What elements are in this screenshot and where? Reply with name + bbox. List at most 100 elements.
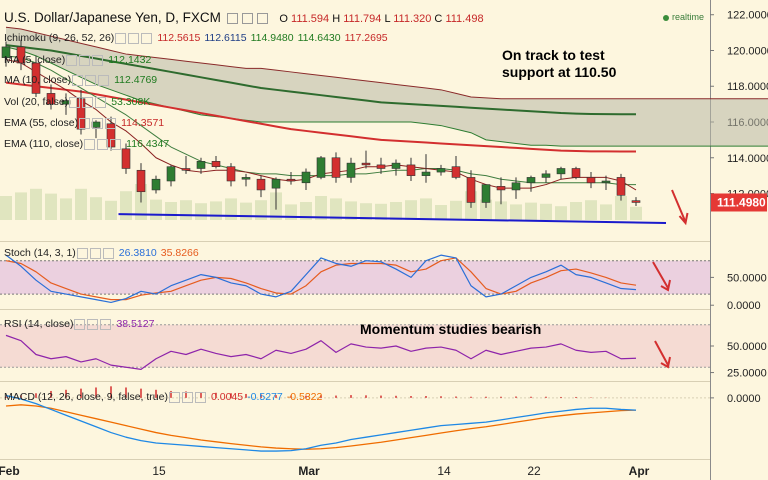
legend-toggle-icon[interactable] [79,117,91,129]
legend-toggle-icon[interactable] [95,96,107,108]
price-tick-label-1: 120.0000 [727,45,768,57]
candle-body [256,178,266,191]
ichimoku-span-a [5,46,768,147]
candle-body [301,171,311,184]
indicator-values: 0.0045 -0.5277 -0.5322 [210,391,323,403]
settings-icon[interactable] [241,12,253,24]
candle-body [451,166,461,178]
candle-body [16,46,26,64]
legend-toggle-icon[interactable] [84,138,96,150]
candle-body [466,177,476,203]
candle-body [1,46,11,58]
indicator-toggle-icon[interactable] [74,318,86,330]
legend-toggle-icon[interactable] [79,54,91,66]
volume-bar [15,192,27,220]
indicator-toggle-icon[interactable] [181,391,193,403]
volume-bar [90,197,102,220]
close-icon[interactable] [256,12,268,24]
x-axis-label-4: 22 [527,464,541,478]
rsi-line [5,334,637,370]
legend-label: EMA (110, close) [4,138,84,150]
volume-bar [525,202,537,220]
legend-row[interactable]: MA (5, close) 112.1432 [4,54,151,66]
legend-row[interactable]: Vol (20, false) 53.308K [4,96,150,108]
indicator-toggle-icon[interactable] [89,247,101,259]
volume-bar [300,202,312,220]
candle-body [271,178,281,189]
indicator-toggle-icon[interactable] [76,247,88,259]
candle-body [526,177,536,184]
candle-body [241,177,251,180]
legend-toggle-icon[interactable] [105,117,117,129]
legend-values: 112.5615 112.6115 114.9480 114.6430 117.2695 [157,32,388,44]
volume-bar [510,204,522,220]
legend-toggle-icon[interactable] [97,138,109,150]
volume-bar [225,198,237,220]
legend-toggle-icon[interactable] [141,32,153,44]
legend-toggle-icon[interactable] [66,54,78,66]
candle-body [181,168,191,171]
legend-toggle-icon[interactable] [92,117,104,129]
volume-bar [495,201,507,220]
indicator-legend[interactable]: RSI (14, close) 38.5127 [4,318,154,330]
legend-label: Vol (20, false) [4,96,69,108]
candle-body [31,62,41,94]
candle-body [361,162,371,166]
hide-icon[interactable] [226,12,238,24]
rsi-tick-label-1: 25.0000 [727,368,767,380]
candle-body [391,162,401,169]
x-axis-label-2: Mar [298,464,320,478]
volume-bar [0,196,12,220]
candle-body [211,161,221,167]
trend-arrow-price [671,189,687,223]
ohlc-readout: O 111.594 H 111.794 L 111.320 C 111.498 [279,13,484,25]
indicator-toggle-icon[interactable] [87,318,99,330]
volume-bar [120,191,132,220]
legend-toggle-icon[interactable] [69,96,81,108]
legend-toggle-icon[interactable] [85,74,97,86]
volume-bar [390,202,402,220]
candle-body [571,168,581,178]
legend-toggle-icon[interactable] [115,32,127,44]
legend-label: EMA (55, close) [4,117,79,129]
legend-row[interactable]: EMA (110, close) 116.4347 [4,138,169,150]
indicator-legend[interactable]: MACD (12, 26, close, 9, false, true) 0.00… [4,391,322,403]
candle-body [601,180,611,184]
legend-toggle-icon[interactable] [110,138,122,150]
volume-bar [60,198,72,220]
indicator-toggle-icon[interactable] [100,318,112,330]
volume-bar [420,198,432,220]
legend-toggle-icon[interactable] [128,32,140,44]
legend-row[interactable]: EMA (55, close) 114.3571 [4,117,164,129]
legend-row[interactable]: MA (10, close) 112.4769 [4,74,157,86]
indicator-label: RSI (14, close) [4,318,74,330]
indicator-values: 38.5127 [116,318,155,330]
indicator-toggle-icon[interactable] [194,391,206,403]
volume-bar [255,200,267,220]
legend-row[interactable]: Ichimoku (9, 26, 52, 26) 112.5615 112.6115… [4,32,388,44]
volume-bar [435,205,447,220]
volume-bar [360,203,372,220]
volume-bar [405,200,417,220]
indicator-legend[interactable]: Stoch (14, 3, 1) 26.3810 35.8266 [4,247,199,259]
candle-body [121,148,131,169]
legend-toggle-icon[interactable] [92,54,104,66]
symbol-title[interactable]: U.S. Dollar/Japanese Yen, D, FXCM [4,10,221,25]
volume-bar [75,188,87,220]
rsi-tick-label-0: 50.0000 [727,341,767,353]
candle-body [196,161,206,169]
candle-body [226,166,236,182]
candle-body [421,171,431,176]
legend-values: 116.4347 [126,138,170,150]
candle-body [406,164,416,176]
indicator-toggle-icon[interactable] [168,391,180,403]
candle-body [481,184,491,203]
indicator-toggle-icon[interactable] [102,247,114,259]
legend-toggle-icon[interactable] [98,74,110,86]
legend-toggle-icon[interactable] [82,96,94,108]
ichimoku-cloud [6,27,768,147]
price-tick-label-4: 114.0000 [727,153,768,165]
ema55-line [5,81,636,153]
legend-toggle-icon[interactable] [72,74,84,86]
